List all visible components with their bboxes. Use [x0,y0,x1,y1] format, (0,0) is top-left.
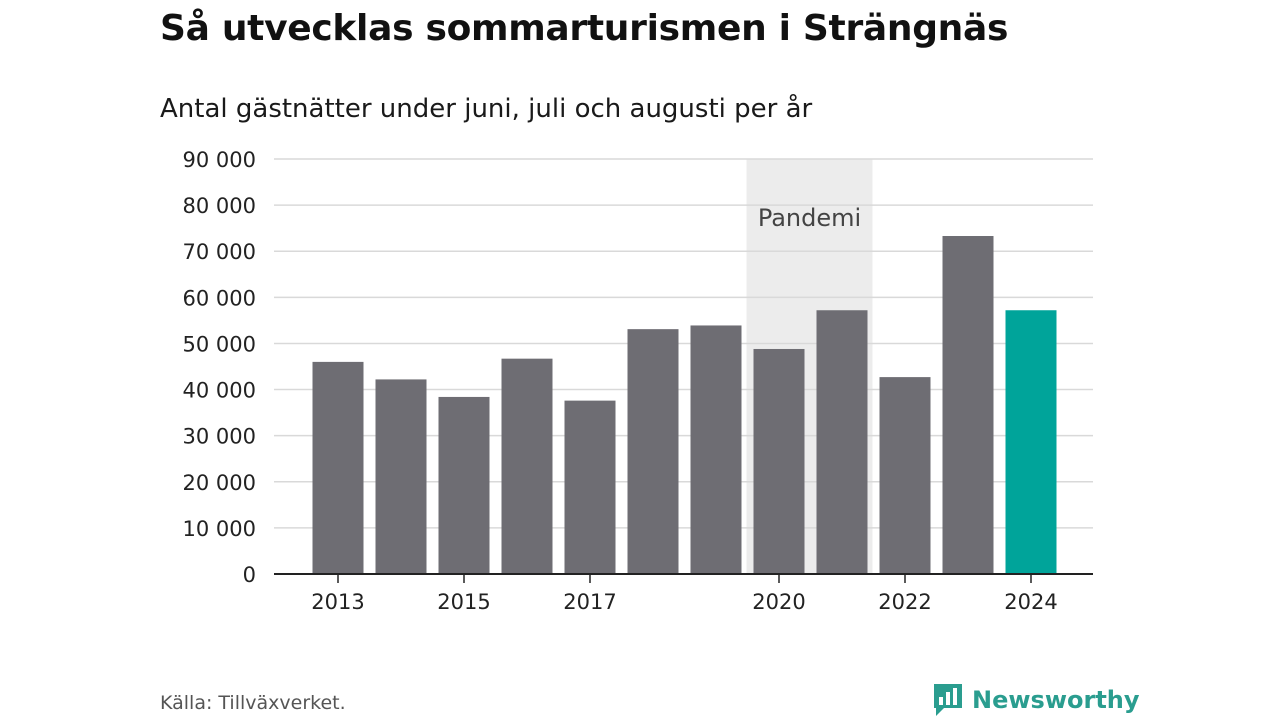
bar-2017 [564,400,616,574]
x-tick-label: 2015 [437,590,490,614]
x-tick-label: 2013 [311,590,364,614]
brand-logo[interactable]: Newsworthy [932,682,1140,718]
bar-2014 [375,379,427,574]
bar-2018 [627,329,679,574]
y-tick-label: 0 [243,563,256,587]
bar-2023 [942,236,994,574]
brand-name: Newsworthy [972,686,1140,714]
y-tick-label: 60 000 [183,286,256,310]
newsworthy-logo-icon [934,684,962,716]
bar-2024 [1005,310,1057,574]
y-tick-label: 70 000 [183,240,256,264]
x-tick-label: 2020 [752,590,805,614]
bar-2020 [753,348,805,574]
bar-chart: Pandemi 0 10 000 20 000 30 000 40 000 50 000 60… [183,148,1093,614]
bar-2021 [816,310,868,574]
y-tick-label: 10 000 [183,517,256,541]
chart-title: Så utvecklas sommarturismen i Strängnäs [160,8,1009,49]
x-tick-label: 2024 [1004,590,1057,614]
bar-2013 [312,361,364,574]
bar-2015 [438,396,490,574]
chart-subtitle: Antal gästnätter under juni, juli och au… [160,94,813,124]
bar-2019 [690,325,742,574]
x-tick-label: 2022 [878,590,931,614]
y-tick-label: 80 000 [183,194,256,218]
source-note: Källa: Tillväxverket. [160,692,346,714]
bar-2022 [879,377,931,574]
y-tick-label: 30 000 [183,425,256,449]
y-tick-label: 50 000 [183,332,256,356]
y-tick-label: 90 000 [183,148,256,172]
y-tick-label: 40 000 [183,379,256,403]
y-tick-label: 20 000 [183,471,256,495]
pandemic-label: Pandemi [758,204,861,232]
x-tick-label: 2017 [563,590,616,614]
bar-2016 [501,358,553,574]
